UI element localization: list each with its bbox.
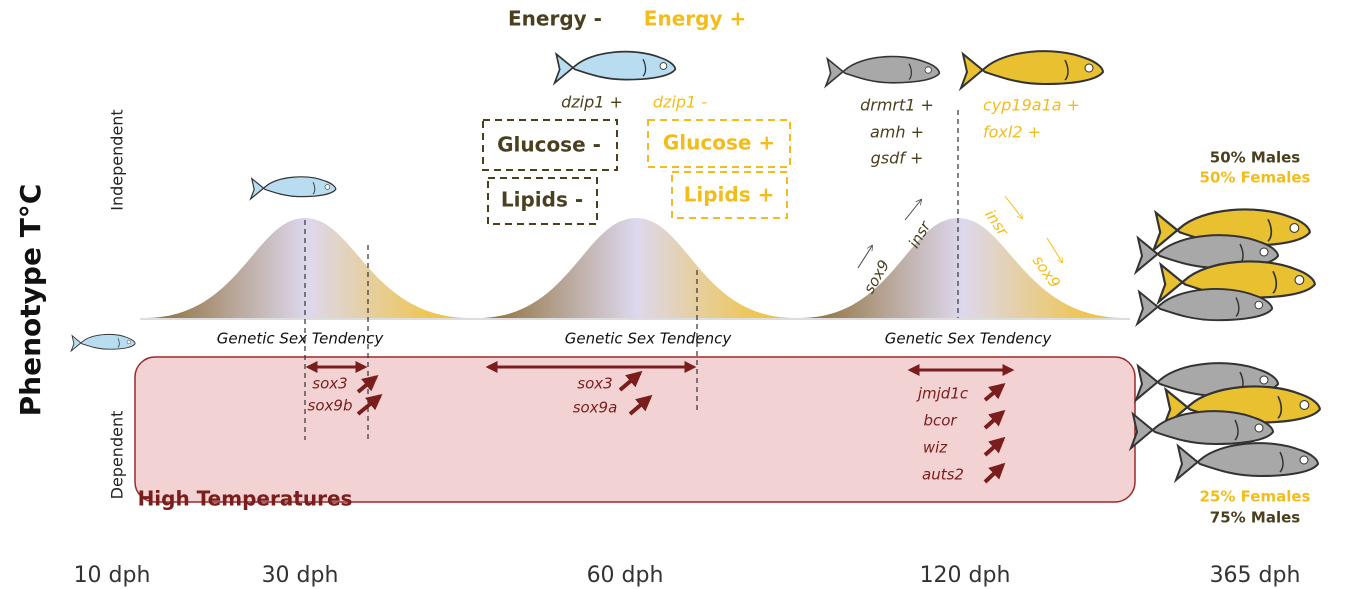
gene: gsdf + — [871, 149, 924, 168]
timepoint: 30 dph — [262, 563, 339, 588]
bell-curve — [478, 218, 795, 318]
metabolite: Lipids - — [501, 188, 583, 212]
axis-upper: Independent — [108, 109, 127, 210]
outcome: 25% Females — [1200, 488, 1311, 506]
range-arrows — [305, 361, 1015, 376]
timepoint: 10 dph — [74, 563, 151, 588]
gene: amh + — [870, 123, 924, 142]
bell-curve — [145, 218, 470, 318]
gene: bcor — [923, 412, 957, 430]
gene: dzip1 - — [653, 93, 707, 112]
metabolite: Lipids + — [684, 183, 775, 207]
axis-lower: Dependent — [108, 411, 127, 500]
outcome: 75% Males — [1210, 509, 1300, 527]
timepoint: 120 dph — [920, 563, 1011, 588]
metabolite: Glucose + — [663, 131, 775, 155]
metabolite: Glucose - — [497, 133, 601, 157]
gene: foxl2 + — [983, 123, 1041, 142]
axis-title: Phenotype T°C — [14, 184, 47, 417]
thin-arrows — [857, 195, 1062, 269]
gene: wiz — [923, 439, 948, 457]
outcome: 50% Females — [1200, 169, 1311, 187]
gene: auts2 — [922, 466, 964, 484]
bell-curve — [800, 218, 1125, 318]
gene: sox9b — [308, 397, 353, 415]
gene: dzip1 + — [561, 93, 623, 112]
gene: drmrt1 + — [860, 96, 934, 115]
gene: sox3 — [312, 375, 347, 393]
high-temp-box — [134, 356, 1136, 503]
dashed-boxes — [482, 119, 791, 225]
timepoint: 60 dph — [587, 563, 664, 588]
gene: cyp19a1a + — [983, 96, 1080, 115]
high-temp-label: High Temperatures — [138, 487, 353, 511]
curve-label: Genetic Sex Tendency — [217, 330, 385, 348]
up-arrows — [356, 370, 1006, 484]
outcome: 50% Males — [1210, 149, 1300, 167]
curve-label: Genetic Sex Tendency — [885, 330, 1053, 348]
gene: jmjd1c — [916, 385, 969, 403]
gene: sox3 — [577, 375, 612, 393]
curve-label: Genetic Sex Tendency — [565, 330, 733, 348]
gene: sox9a — [573, 399, 618, 417]
energy-plus: Energy + — [644, 7, 746, 31]
energy-minus: Energy - — [508, 7, 602, 31]
timepoint: 365 dph — [1210, 563, 1301, 588]
